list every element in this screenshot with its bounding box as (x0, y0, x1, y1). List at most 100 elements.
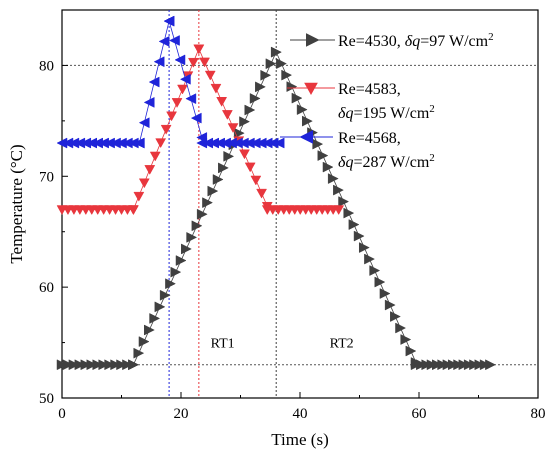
data-point-0-3 (74, 359, 86, 371)
data-point-0-6 (92, 359, 104, 371)
data-point-0-45 (291, 92, 303, 104)
data-point-0-62 (379, 288, 391, 299)
data-point-0-58 (358, 242, 370, 253)
data-point-0-78 (458, 359, 470, 371)
data-point-1-19 (160, 124, 172, 135)
data-point-2-24 (179, 73, 191, 85)
legend-label-1: Re=4583, δq=195 W/cm2 (338, 81, 435, 122)
legend-entry-1: Re=4583, δq=195 W/cm2 (287, 81, 435, 122)
data-point-1-26 (193, 44, 205, 55)
data-point-0-51 (322, 161, 334, 173)
data-point-0-77 (453, 359, 465, 371)
data-point-0-75 (442, 359, 454, 371)
y-axis-label: Temperature (°C) (7, 144, 26, 263)
data-point-0-54 (338, 196, 350, 207)
data-point-0-16 (144, 324, 155, 336)
data-point-1-17 (149, 151, 161, 162)
data-point-0-59 (364, 253, 375, 265)
data-point-0-20 (165, 278, 176, 290)
data-point-0-18 (154, 301, 166, 313)
data-point-1-37 (256, 188, 267, 199)
data-point-0-69 (410, 359, 422, 371)
data-point-0-4 (80, 359, 92, 371)
legend-marker-2 (299, 130, 313, 144)
x-axis-label: Time (s) (271, 430, 328, 449)
data-point-0-28 (207, 185, 219, 197)
data-point-0-1 (62, 359, 74, 371)
data-point-0-82 (479, 359, 491, 371)
data-point-1-27 (199, 57, 210, 68)
data-point-0-72 (426, 359, 438, 371)
data-point-0-81 (474, 359, 486, 371)
legend-label-0: Re=4530, δq=97 W/cm2 (338, 31, 494, 50)
data-point-0-10 (116, 359, 128, 371)
annotations: RT1 RT2 (211, 337, 354, 352)
x-tick-label-1: 20 (174, 406, 189, 422)
data-point-0-39 (265, 58, 277, 70)
data-point-0-80 (469, 359, 481, 371)
data-point-0-24 (186, 231, 198, 243)
data-point-0-17 (149, 313, 161, 324)
data-point-0-9 (110, 359, 122, 371)
data-series (56, 15, 496, 371)
data-point-1-31 (221, 110, 233, 120)
data-point-1-34 (239, 149, 250, 160)
x-tick-label-3: 60 (412, 406, 427, 422)
data-point-0-22 (175, 255, 187, 266)
data-point-2-22 (168, 35, 180, 46)
data-point-0-31 (223, 150, 235, 162)
data-point-0-83 (485, 359, 496, 371)
data-point-0-27 (202, 197, 214, 209)
data-point-1-14 (133, 191, 145, 202)
x-tick-label-4: 80 (531, 406, 546, 422)
data-point-0-8 (104, 359, 116, 371)
data-point-2-21 (163, 15, 175, 27)
data-point-0-43 (281, 69, 293, 81)
data-point-0-5 (86, 359, 98, 371)
data-point-2-16 (143, 96, 155, 108)
data-point-0-65 (395, 322, 407, 334)
data-point-0-67 (405, 345, 417, 357)
data-point-2-41 (273, 137, 285, 149)
annotation-0: RT1 (211, 337, 235, 352)
data-point-0-21 (170, 266, 182, 278)
plot-frame (61, 9, 539, 399)
data-point-0-19 (159, 289, 171, 301)
data-point-1-36 (250, 175, 262, 186)
data-point-0-56 (348, 219, 360, 230)
data-point-0-2 (68, 359, 80, 371)
axis-ticks: 0 20 40 60 80 50 60 70 80 (39, 9, 546, 422)
data-point-2-17 (148, 76, 160, 88)
data-point-0-38 (260, 69, 272, 81)
data-point-0-66 (400, 334, 412, 345)
data-point-0-74 (437, 359, 449, 371)
data-point-2-26 (190, 112, 202, 124)
data-point-1-18 (155, 138, 167, 149)
data-point-1-20 (166, 111, 178, 122)
data-point-0-37 (255, 81, 266, 93)
series-1 (56, 44, 345, 216)
data-point-1-13 (127, 205, 139, 216)
data-point-0-64 (390, 311, 401, 322)
data-point-0-47 (302, 115, 313, 127)
data-point-0-70 (416, 359, 427, 371)
data-point-1-52 (333, 205, 345, 216)
y-tick-label-2: 70 (39, 169, 54, 185)
data-point-1-28 (204, 70, 216, 81)
x-tick-label-2: 40 (293, 406, 308, 422)
data-point-0-25 (191, 220, 203, 232)
data-point-0-76 (447, 359, 459, 371)
data-point-0-34 (239, 116, 251, 128)
data-point-0-11 (122, 359, 134, 371)
data-point-1-21 (171, 98, 183, 108)
data-point-0-29 (212, 174, 224, 185)
data-point-2-19 (158, 36, 170, 47)
data-point-0-52 (327, 173, 339, 184)
annotation-1: RT2 (330, 337, 354, 352)
data-point-2-18 (153, 56, 165, 68)
data-point-0-49 (312, 138, 324, 150)
data-point-0-55 (343, 207, 355, 219)
data-point-0-60 (369, 265, 381, 276)
